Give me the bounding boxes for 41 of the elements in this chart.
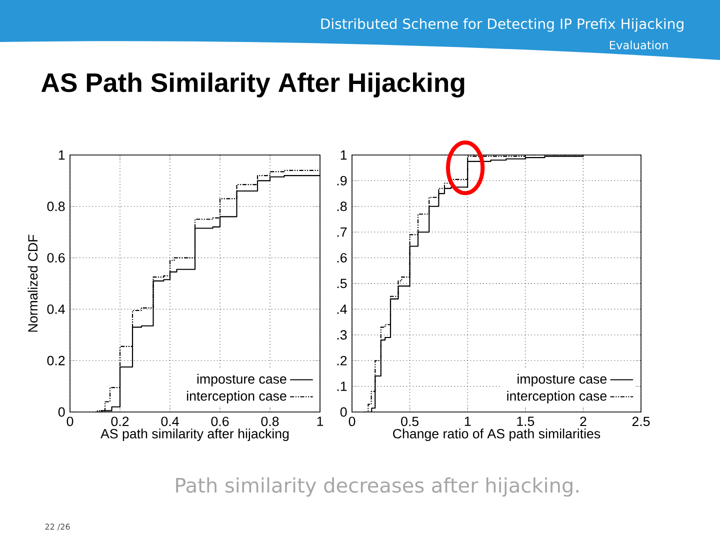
x-tick-label: 0 <box>348 416 356 426</box>
y-tick-label: .9 <box>337 176 347 186</box>
y-tick-label: .6 <box>337 253 347 263</box>
y-tick-label: 0 <box>340 407 347 417</box>
text: 22 /26 <box>45 524 70 530</box>
text: Distributed Scheme for Detecting IP Prefix Hijacking <box>321 18 684 32</box>
y-tick-label: 0.8 <box>47 202 65 212</box>
y-tick-label: .1 <box>337 382 347 391</box>
text: Evaluation <box>610 40 668 50</box>
x-tick-label: 0.5 <box>401 416 419 426</box>
x-tick-label: 1 <box>464 416 471 426</box>
legend-label: interception case <box>187 390 286 404</box>
legend-label: imposture case <box>518 374 607 386</box>
y-axis-title: Normalized CDF <box>28 234 38 332</box>
y-tick-label: 0 <box>58 407 65 417</box>
y-tick-label: 1 <box>340 150 347 160</box>
y-tick-label: 0.2 <box>47 356 65 366</box>
y-tick-label: .8 <box>337 202 347 212</box>
y-tick-label: .7 <box>337 228 347 237</box>
x-tick-label: 0.6 <box>211 416 229 426</box>
x-tick-label: 0.2 <box>111 416 129 426</box>
y-tick-label: .5 <box>337 278 347 288</box>
y-tick-label: 1 <box>58 150 65 160</box>
x-tick-label: 2.5 <box>632 416 650 426</box>
x-tick-label: 1 <box>317 416 324 426</box>
legend-label: interception case <box>507 390 606 404</box>
x-tick-label: 1.5 <box>517 416 534 426</box>
y-tick-label: 0.6 <box>47 253 65 263</box>
y-tick-label: 0.4 <box>47 304 65 314</box>
x-tick-label: 0 <box>66 416 74 426</box>
chart-title: AS Path Similarity After Hijacking <box>41 72 464 98</box>
x-tick-label: 0.8 <box>261 416 279 426</box>
x-tick-label: 0.4 <box>161 416 179 426</box>
text: Path similarity decreases after hijacking. <box>176 477 578 497</box>
y-tick-label: .2 <box>337 356 347 366</box>
x-axis-title: Change ratio of AS path similarities <box>393 428 600 442</box>
y-tick-label: .3 <box>337 330 347 340</box>
legend-label: imposture case <box>197 374 286 386</box>
x-tick-label: 2 <box>580 416 586 426</box>
x-axis-title: AS path similarity after hijacking <box>100 428 289 442</box>
y-tick-label: .4 <box>337 304 347 314</box>
